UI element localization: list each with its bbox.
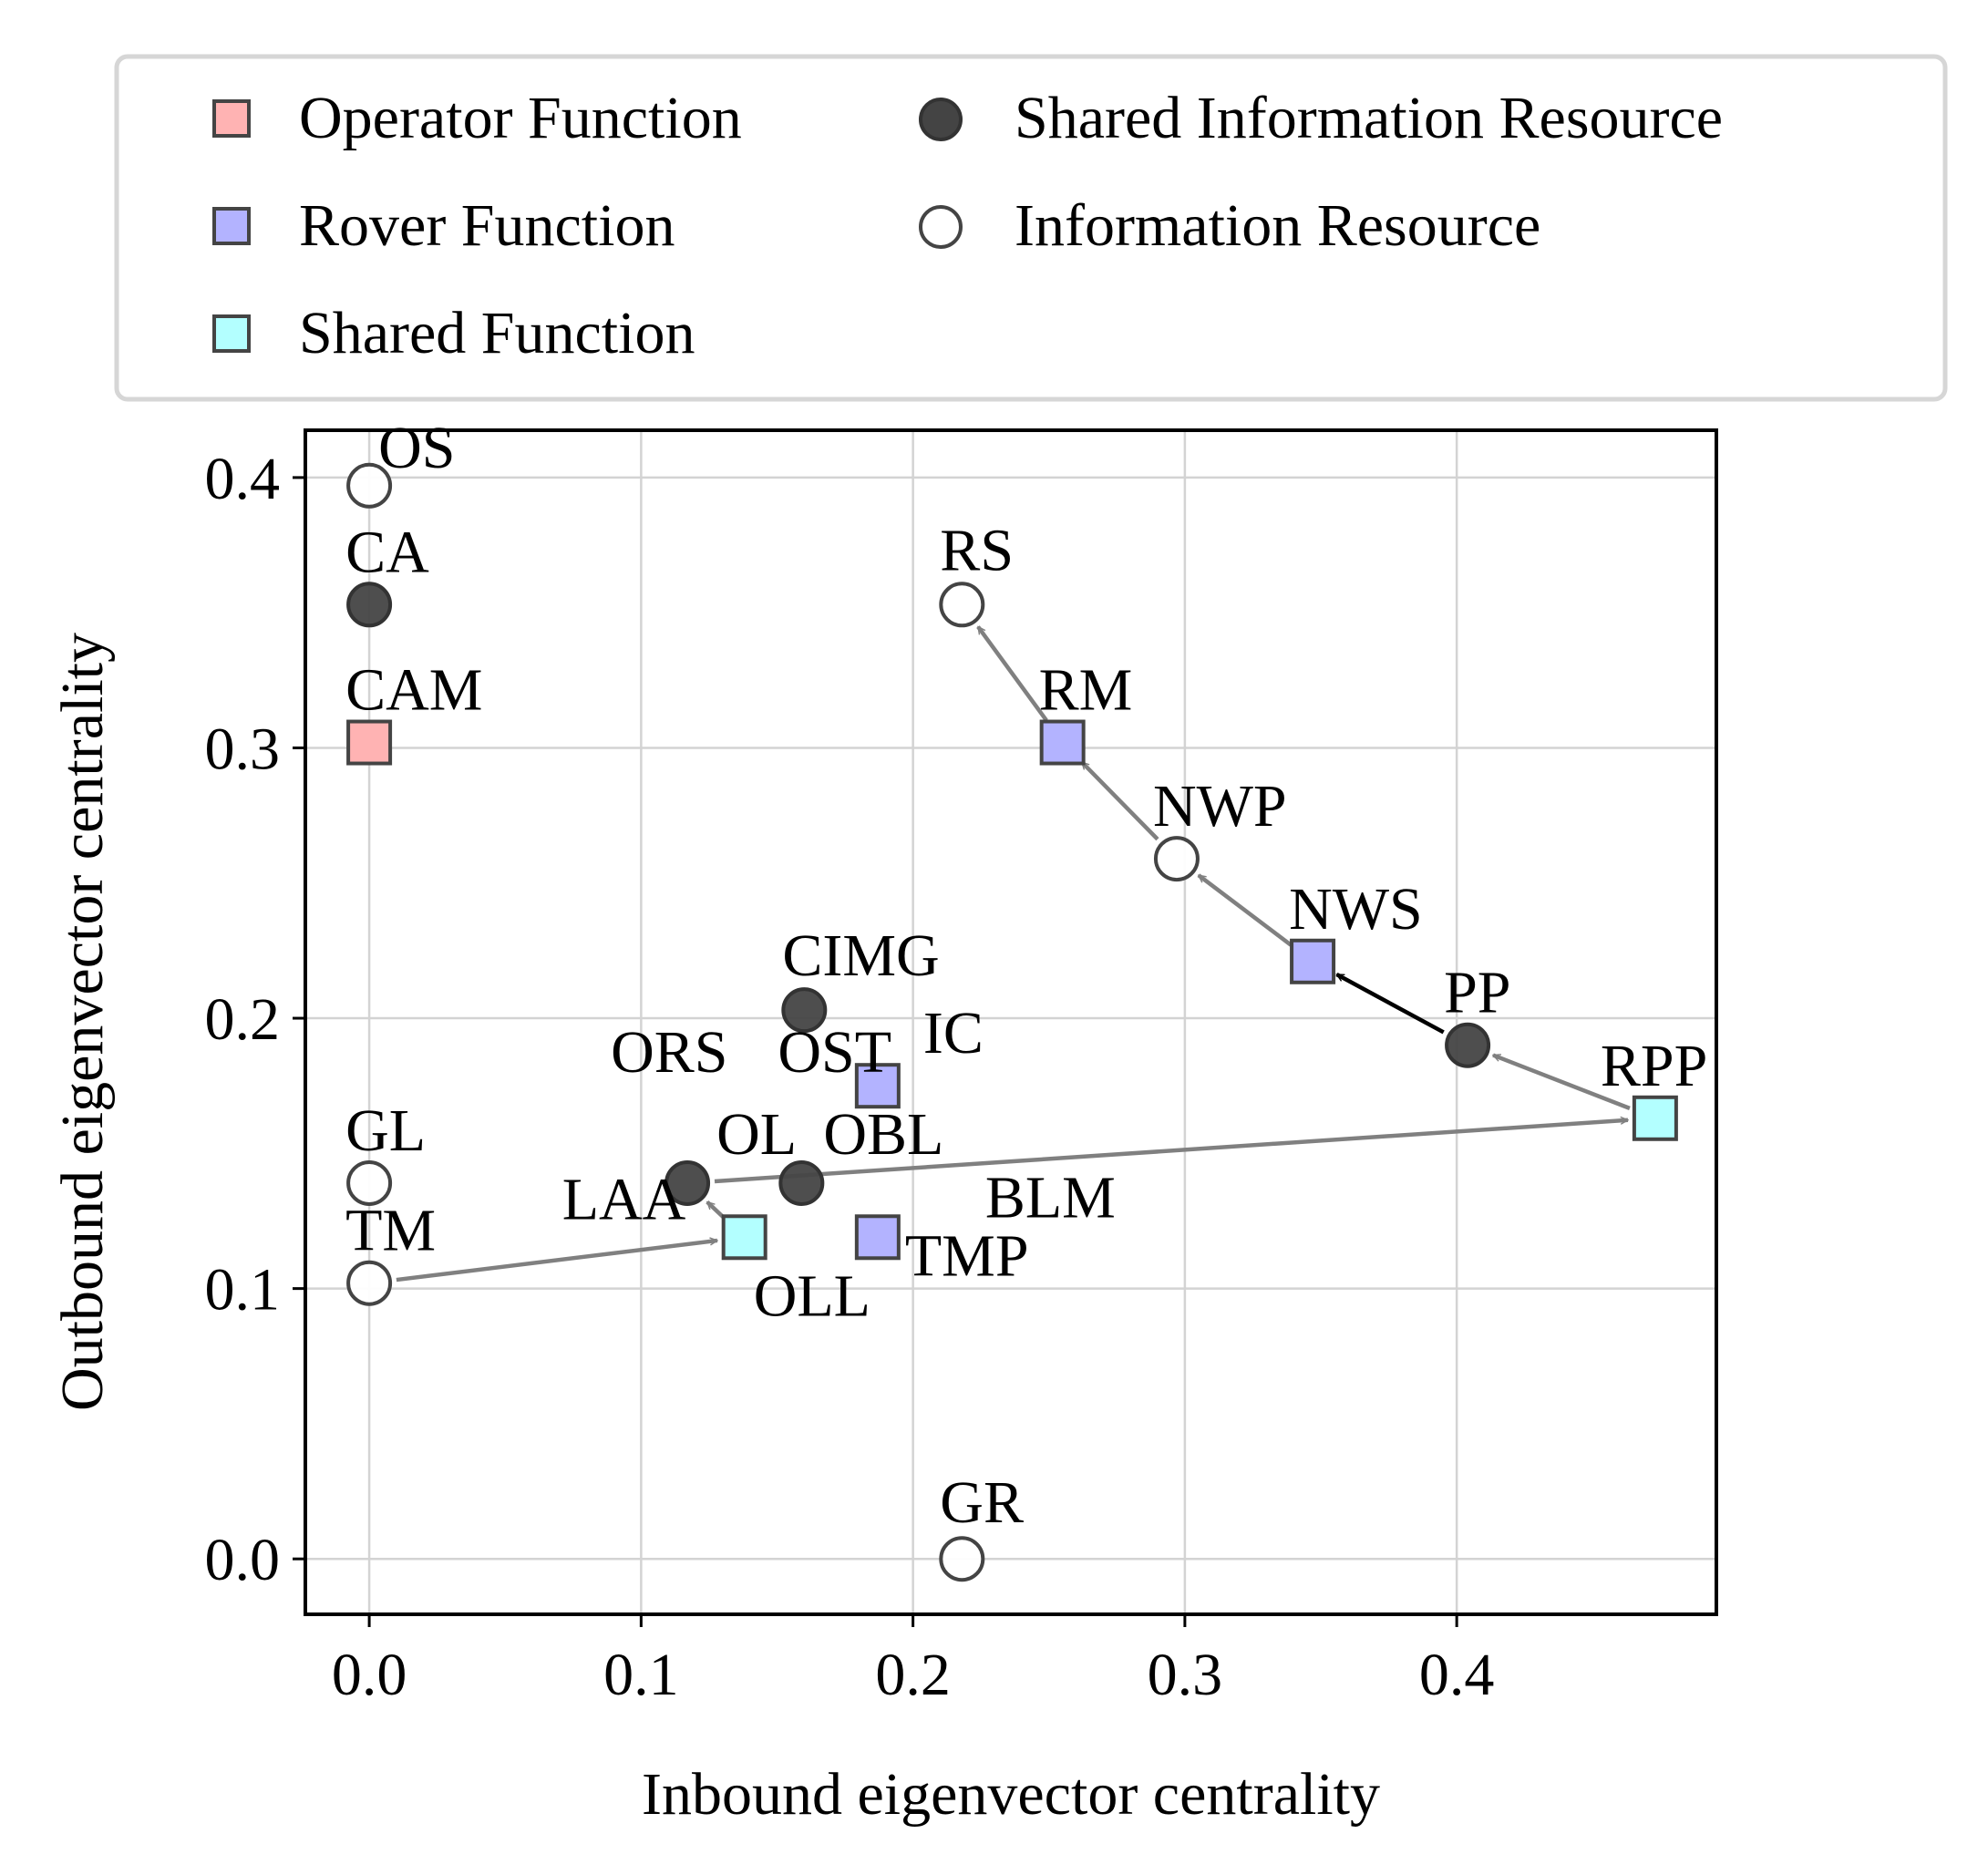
- legend-label-operator-function: Operator Function: [299, 85, 742, 151]
- connection-arrow: [1080, 760, 1159, 841]
- point-rpp: [1632, 1095, 1678, 1141]
- point-label-tm: TM: [345, 1198, 436, 1264]
- point-nws: [1290, 938, 1336, 984]
- legend-item-shared-information-resource: Shared Information Resource: [919, 85, 1723, 151]
- point-ic: [854, 1063, 901, 1109]
- point-label-obl: OBL: [823, 1101, 943, 1168]
- connection-arrow: [1493, 1053, 1631, 1111]
- information-resource-marker: [919, 205, 963, 249]
- point-blm: [854, 1214, 901, 1261]
- point-label-rs: RS: [940, 517, 1014, 583]
- legend-frame: [114, 54, 1948, 402]
- point-label-gl: GL: [345, 1097, 426, 1164]
- rover-function-marker: [212, 207, 251, 245]
- legend-item-shared-function: Shared Function: [212, 300, 695, 366]
- point-ca: [346, 582, 393, 628]
- point-label-nws: NWS: [1289, 876, 1423, 943]
- point-tm: [346, 1260, 393, 1306]
- legend-label-rover-function: Rover Function: [299, 192, 675, 259]
- point-label-ic: IC: [923, 1000, 984, 1066]
- point-label-ors: ORS: [611, 1019, 727, 1086]
- point-ors: [664, 1159, 711, 1206]
- y-tick-label: 0.4: [205, 446, 281, 512]
- x-tick-label: 0.0: [332, 1642, 407, 1708]
- point-laa: [721, 1214, 767, 1261]
- x-tick-label: 0.4: [1419, 1642, 1495, 1708]
- connection-arrow: [1336, 973, 1445, 1035]
- point-label-cam: CAM: [345, 657, 482, 724]
- connection-arrow: [714, 1120, 1628, 1184]
- legend-label-shared-information-resource: Shared Information Resource: [1015, 85, 1723, 151]
- point-pp: [1445, 1022, 1491, 1068]
- x-axis-ticks: 0.0 0.1 0.2 0.3 0.4: [332, 1614, 1495, 1708]
- point-gr: [939, 1536, 985, 1582]
- connection-arrow: [396, 1241, 717, 1283]
- point-label-rm: RM: [1039, 657, 1133, 724]
- point-label-ost: OST: [778, 1019, 891, 1086]
- point-cimg: [781, 987, 828, 1034]
- x-tick-label: 0.2: [875, 1642, 951, 1708]
- y-tick-label: 0.0: [205, 1527, 281, 1593]
- connection-arrow: [1197, 873, 1293, 947]
- point-gl: [346, 1159, 393, 1206]
- operator-function-marker: [212, 99, 251, 138]
- y-tick-label: 0.2: [205, 986, 281, 1053]
- point-label-oll: OLL: [754, 1262, 870, 1329]
- legend-item-rover-function: Rover Function: [212, 192, 675, 259]
- point-cam: [346, 719, 393, 766]
- y-axis-title: Outbound eigenvector centrality: [49, 633, 116, 1411]
- grid: [305, 430, 1716, 1614]
- point-label-nwp: NWP: [1153, 773, 1287, 840]
- point-os: [346, 462, 393, 509]
- x-tick-label: 0.3: [1148, 1642, 1223, 1708]
- y-axis-ticks: 0.0 0.1 0.2 0.3 0.4: [205, 446, 305, 1593]
- legend-label-information-resource: Information Resource: [1015, 192, 1540, 259]
- point-label-os: OS: [378, 415, 455, 481]
- plot-frame: [304, 428, 1718, 1616]
- x-tick-label: 0.1: [603, 1642, 679, 1708]
- point-label-ca: CA: [345, 519, 429, 585]
- shared-function-marker: [212, 314, 251, 353]
- point-rs: [939, 582, 985, 628]
- point-label-cimg: CIMG: [782, 922, 939, 989]
- legend-item-operator-function: Operator Function: [212, 85, 742, 151]
- y-tick-label: 0.3: [205, 716, 281, 782]
- point-label-gr: GR: [940, 1469, 1024, 1536]
- legend-item-information-resource: Information Resource: [919, 192, 1540, 259]
- point-rm: [1039, 719, 1086, 766]
- arrows: [396, 625, 1631, 1283]
- point-nwp: [1153, 836, 1200, 882]
- x-axis-title: Inbound eigenvector centrality: [642, 1761, 1380, 1828]
- legend: Operator Function Rover Function Shared …: [114, 54, 1948, 402]
- point-label-ol: OL: [716, 1101, 797, 1168]
- point-label-laa: LAA: [562, 1166, 686, 1232]
- connection-arrow: [976, 625, 1048, 722]
- point-label-blm: BLM: [985, 1164, 1116, 1231]
- point-label-rpp: RPP: [1601, 1033, 1707, 1099]
- point-label-tmp: TMP: [905, 1222, 1029, 1289]
- legend-label-shared-function: Shared Function: [299, 300, 695, 366]
- point-ost: [778, 1159, 825, 1206]
- points: [346, 462, 1678, 1582]
- shared-information-resource-marker: [919, 98, 963, 141]
- y-tick-label: 0.1: [205, 1257, 281, 1324]
- point-label-pp: PP: [1444, 960, 1510, 1026]
